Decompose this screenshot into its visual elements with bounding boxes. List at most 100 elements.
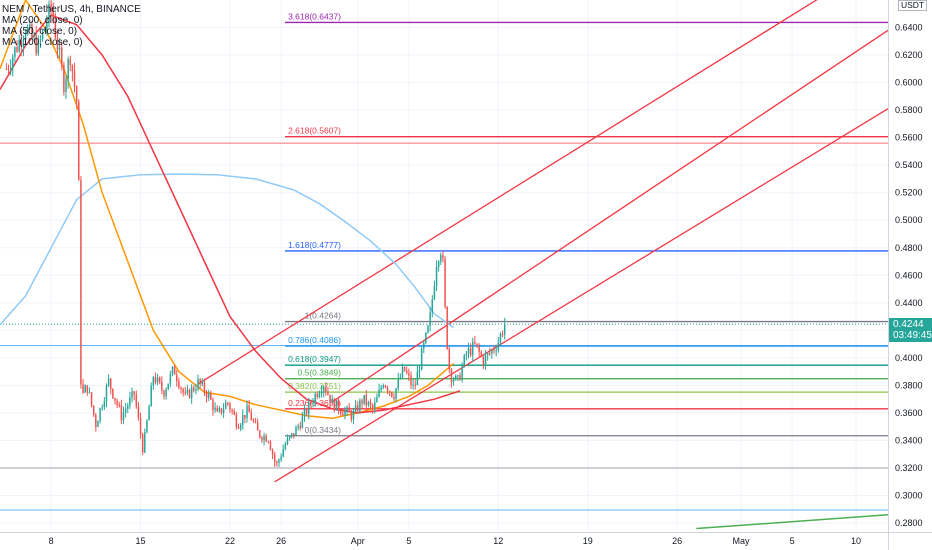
candle-body <box>452 379 455 382</box>
time-tick-label: 22 <box>225 536 235 546</box>
candle-body <box>105 385 108 402</box>
candle-body <box>503 324 506 335</box>
candle-body <box>288 436 291 439</box>
fib-level-label: 1.618(0.4777) <box>288 240 341 250</box>
candle-body <box>489 353 491 355</box>
candle-body <box>431 299 434 313</box>
fibonacci-levels-layer[interactable]: 3.618(0.6437) 2.618(0.5607) 1.618(0.4777) 1… <box>285 11 888 437</box>
candle-body <box>454 375 457 380</box>
candle-body <box>180 387 182 390</box>
candle-body <box>161 381 163 391</box>
candle-body <box>397 378 399 389</box>
channel-line <box>274 108 889 483</box>
candle-body <box>472 342 474 356</box>
candle-body <box>150 385 152 407</box>
candle-body <box>122 412 125 421</box>
time-tick-label: 15 <box>136 536 146 546</box>
candle-body <box>71 65 74 72</box>
candle-body <box>29 24 31 28</box>
candle-body <box>265 435 267 442</box>
candle-body <box>75 86 78 102</box>
time-tick-label: 8 <box>49 536 54 546</box>
candle-body <box>467 348 470 354</box>
candle-body <box>220 408 223 414</box>
candle-body <box>316 393 319 397</box>
candle-body <box>331 398 333 403</box>
candle-body <box>250 412 253 421</box>
candle-body <box>20 40 23 47</box>
channel-line <box>197 0 818 385</box>
time-axis[interactable]: 8 15 22 26 Apr 5 12 19 26 May 5 10 <box>0 532 932 547</box>
time-tick-label: 26 <box>276 536 286 546</box>
candle-body <box>446 306 448 349</box>
candle-body <box>480 351 483 357</box>
candle-body <box>188 389 191 398</box>
candle-body <box>41 31 44 40</box>
candle-body <box>154 377 157 383</box>
candle-body <box>16 47 18 52</box>
candle-body <box>73 71 76 87</box>
candle-body <box>43 28 46 32</box>
candle-body <box>314 393 316 403</box>
time-tick-label: May <box>733 536 751 546</box>
candle-body <box>199 378 201 385</box>
candle-body <box>352 411 355 420</box>
candle-body <box>465 353 468 356</box>
fib-level-label: 0.786(0.4086) <box>288 335 341 345</box>
candle-body <box>146 420 148 433</box>
price-axis[interactable]: 0.6400 0.6200 0.6000 0.5800 0.5600 0.5400 0.52… <box>888 0 923 550</box>
candle-body <box>459 375 461 380</box>
channel-lines-layer[interactable] <box>197 0 889 530</box>
price-tick-label: 0.3400 <box>895 435 923 445</box>
price-tick-label: 0.6000 <box>895 78 923 88</box>
price-tick-label: 0.4000 <box>895 353 923 363</box>
candle-body <box>254 421 257 423</box>
candle-body <box>256 422 259 431</box>
time-tick-label: 26 <box>672 536 682 546</box>
candle-body <box>418 369 421 372</box>
candle-body <box>416 371 419 386</box>
candle-body <box>22 40 25 47</box>
candle-body <box>12 56 14 69</box>
candle-body <box>116 400 118 405</box>
candle-body <box>216 407 218 412</box>
candle-body <box>246 405 248 419</box>
candle-body <box>457 375 459 377</box>
price-tick-label: 0.4600 <box>895 270 923 280</box>
symbol-title[interactable]: NEM / TetherUS, 4h, BINANCE <box>2 4 141 15</box>
indicator-ma-50[interactable]: MA (50, close, 0) <box>2 26 78 37</box>
candle-body <box>193 387 195 391</box>
candle-body <box>133 391 135 395</box>
candle-body <box>173 366 176 375</box>
candle-body <box>248 405 250 413</box>
candle-body <box>63 64 65 93</box>
indicator-ma-100[interactable]: MA (100, close, 0) <box>2 37 83 48</box>
candle-body <box>440 255 442 262</box>
candle-body <box>90 392 93 406</box>
fib-level-label: 3.618(0.6437) <box>288 11 341 21</box>
candle-body <box>69 59 72 66</box>
candle-body <box>369 401 372 405</box>
candle-body <box>14 47 16 57</box>
time-tick-label: 5 <box>790 536 795 546</box>
candle-body <box>212 399 214 411</box>
candle-body <box>269 441 272 451</box>
candle-body <box>37 40 40 54</box>
candle-body <box>222 408 225 414</box>
moving-averages-layer <box>0 0 461 420</box>
candle-body <box>486 353 489 356</box>
candle-body <box>92 405 95 415</box>
candle-body <box>39 39 42 41</box>
indicator-ma-200[interactable]: MA (200, close, 0) <box>2 15 83 26</box>
candle-body <box>318 393 321 397</box>
fib-level-label: 0.618(0.3947) <box>288 354 341 364</box>
candle-body <box>382 385 385 388</box>
candle-body <box>359 400 361 412</box>
last-price-value: 0.4244 <box>893 319 924 331</box>
currency-label[interactable]: USDT <box>898 0 928 11</box>
candle-body <box>103 401 106 408</box>
candle-body <box>218 408 221 412</box>
candle-body <box>337 400 340 411</box>
